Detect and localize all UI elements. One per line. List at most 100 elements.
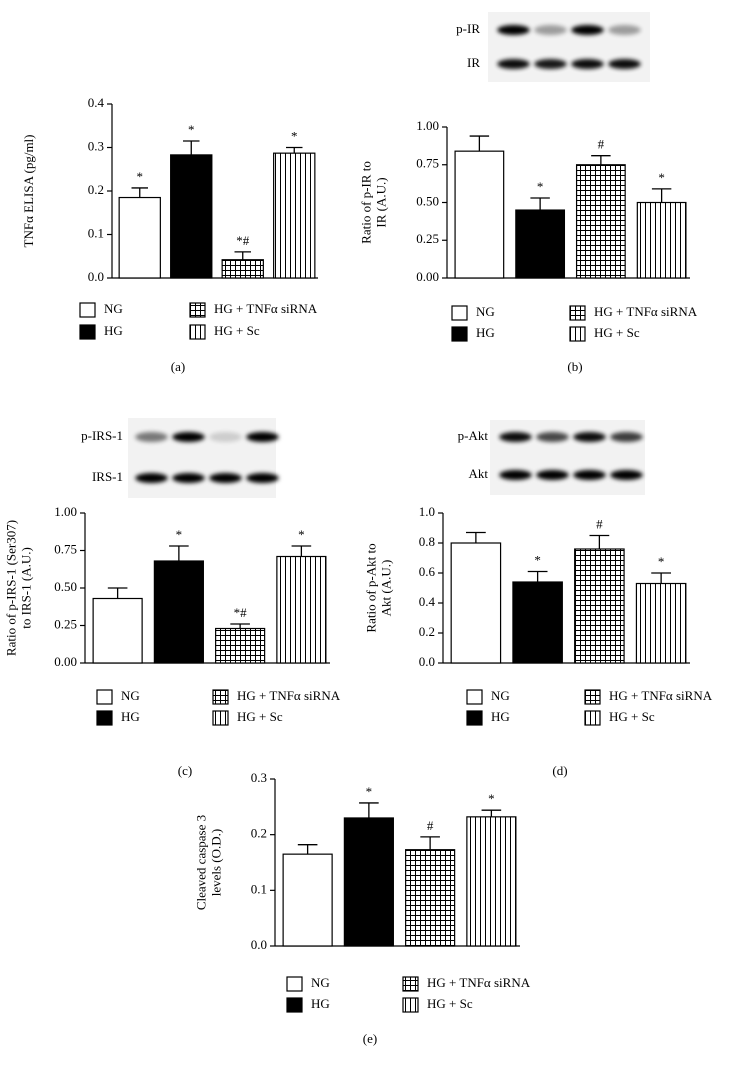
bar	[343, 817, 394, 947]
legend-label: HG + Sc	[594, 325, 640, 340]
blot-band	[135, 473, 168, 483]
legend-swatch	[79, 324, 96, 340]
blot-band	[135, 432, 168, 442]
blot-band	[536, 432, 569, 442]
blot-band	[209, 473, 242, 483]
legend-swatch	[96, 689, 113, 705]
legend-swatch	[569, 305, 586, 321]
blot-band	[246, 473, 279, 483]
blot-band	[573, 432, 606, 442]
legend-label: HG + Sc	[214, 323, 260, 338]
legend-swatch	[466, 689, 483, 705]
bar	[575, 164, 626, 279]
legend-swatch	[189, 302, 206, 318]
y-axis-title: Ratio of p-IR to	[358, 161, 373, 244]
significance-mark: *	[366, 784, 373, 799]
legend-swatch	[212, 710, 229, 726]
y-tick-label: 0.3	[251, 770, 267, 785]
bar	[405, 849, 456, 947]
y-tick-label: 1.00	[54, 504, 77, 519]
bar	[92, 597, 143, 664]
legend-swatch	[451, 326, 468, 342]
blot-band	[610, 470, 643, 480]
legend-swatch	[451, 305, 468, 321]
panel-label: (b)	[567, 359, 582, 374]
bar	[512, 581, 563, 664]
y-axis-title: TNFα ELISA (pg/ml)	[21, 135, 36, 248]
legend-swatch	[79, 302, 96, 318]
significance-mark: *#	[234, 605, 248, 620]
legend-label: HG + TNFα siRNA	[594, 304, 698, 319]
y-tick-label: 0.25	[416, 231, 439, 246]
bar	[574, 548, 625, 664]
y-tick-label: 0.8	[419, 534, 435, 549]
y-tick-label: 0.2	[251, 826, 267, 841]
legend-label: NG	[104, 301, 123, 316]
significance-mark: *	[298, 527, 305, 542]
legend-label: HG + Sc	[237, 709, 283, 724]
blot-label: IRS-1	[92, 469, 123, 484]
legend-swatch	[189, 324, 206, 340]
bar	[221, 259, 264, 279]
blot-background	[490, 420, 645, 495]
blot-band	[172, 473, 205, 483]
y-axis-title: levels (O.D.)	[208, 829, 223, 897]
bar	[636, 201, 687, 279]
blot-band	[571, 59, 604, 69]
y-tick-label: 0.3	[88, 138, 104, 153]
legend-label: NG	[476, 304, 495, 319]
blot-band	[608, 25, 641, 35]
legend-label: HG	[311, 996, 330, 1011]
blot-background	[488, 12, 650, 82]
blot-band	[172, 432, 205, 442]
bar	[515, 209, 566, 279]
legend-swatch	[286, 976, 303, 992]
blot-band	[534, 59, 567, 69]
y-tick-label: 0.4	[419, 594, 436, 609]
significance-mark: *	[488, 791, 495, 806]
panel-label: (a)	[171, 359, 185, 374]
y-tick-label: 0.50	[54, 579, 77, 594]
y-tick-label: 0.6	[419, 564, 436, 579]
panel-label: (d)	[552, 763, 567, 778]
blot-band	[499, 432, 532, 442]
bar	[273, 152, 316, 279]
legend-label: NG	[491, 688, 510, 703]
blot-label: p-Akt	[458, 428, 489, 443]
y-tick-label: 0.1	[88, 225, 104, 240]
blot-band	[536, 470, 569, 480]
significance-mark: *	[137, 169, 144, 184]
significance-mark: *	[176, 527, 183, 542]
bar	[153, 560, 204, 664]
blot-band	[610, 432, 643, 442]
bar	[215, 627, 266, 664]
legend-swatch	[402, 976, 419, 992]
y-tick-label: 0.0	[419, 654, 435, 669]
y-tick-label: 0.25	[54, 616, 77, 631]
panel-label: (c)	[178, 763, 192, 778]
y-tick-label: 0.00	[54, 654, 77, 669]
y-tick-label: 0.2	[88, 182, 104, 197]
bar	[276, 555, 327, 664]
blot-label: Akt	[469, 466, 489, 481]
legend-swatch	[402, 997, 419, 1013]
y-tick-label: 0.50	[416, 193, 439, 208]
bar	[170, 154, 213, 279]
legend-label: HG	[476, 325, 495, 340]
legend-label: NG	[121, 688, 140, 703]
blot-label: p-IRS-1	[81, 428, 123, 443]
blot-band	[246, 432, 279, 442]
bar	[635, 582, 687, 664]
y-axis-title: Ratio of p-IRS-1 (Ser307)	[3, 520, 18, 656]
legend-label: HG + Sc	[609, 709, 655, 724]
bar	[454, 150, 505, 279]
y-axis-title: IR (A.U.)	[373, 177, 388, 227]
bar	[282, 853, 333, 947]
legend-swatch	[96, 710, 113, 726]
significance-mark: #	[598, 137, 605, 152]
y-tick-label: 0.75	[54, 541, 77, 556]
y-axis-title: Ratio of p-Akt to	[363, 543, 378, 632]
y-tick-label: 1.00	[416, 118, 439, 133]
significance-mark: *	[291, 128, 298, 143]
blot-band	[534, 25, 567, 35]
